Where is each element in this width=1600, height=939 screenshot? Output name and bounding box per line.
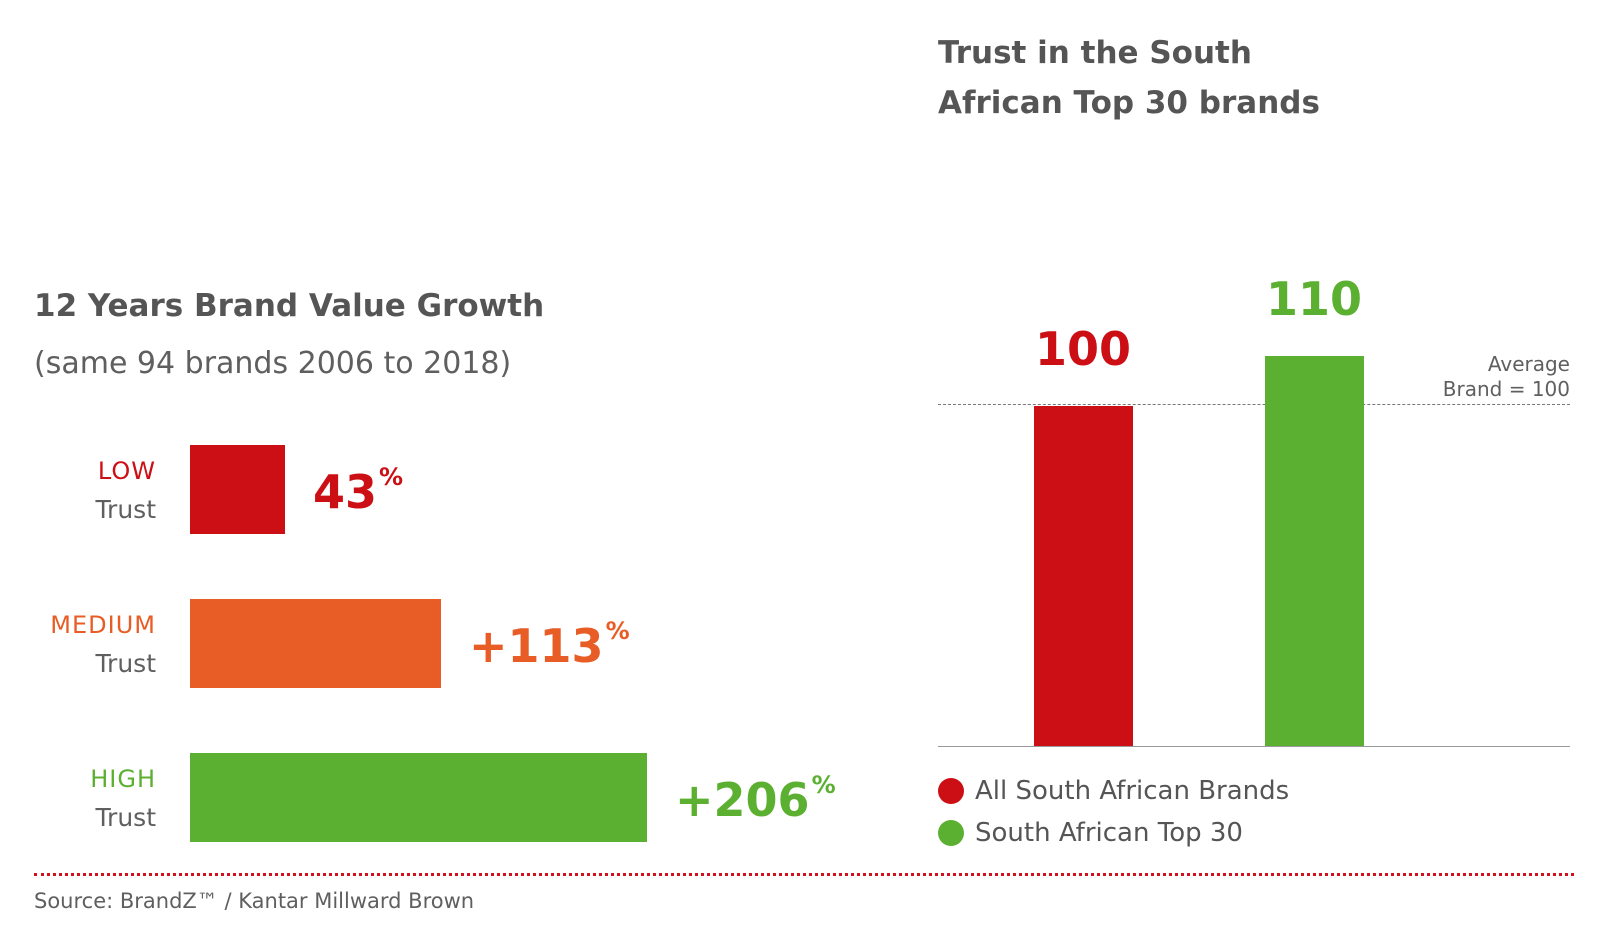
trust-word-label-medium: Trust: [95, 649, 156, 678]
legend-swatch-all-brands: [938, 778, 964, 804]
trust-word-label-low: Trust: [95, 495, 156, 524]
value-label-medium-trust: +113%: [469, 619, 630, 669]
legend-label-all-brands: All South African Brands: [975, 776, 1290, 806]
value-unit-low: %: [379, 463, 404, 491]
bar-top-30: [1265, 356, 1364, 746]
value-label-high-trust: +206%: [675, 773, 836, 823]
bar-high-trust: [190, 753, 647, 842]
reference-line-label: Average Brand = 100: [1443, 352, 1570, 402]
value-unit-high: %: [811, 771, 836, 799]
trust-level-label-high: HIGH: [90, 765, 156, 793]
value-number-low: 43: [313, 465, 378, 519]
value-number-high: +206: [675, 773, 810, 827]
legend-item-top-30: South African Top 30: [938, 818, 1243, 848]
bar-medium-trust: [190, 599, 441, 688]
value-number-medium: +113: [469, 619, 604, 673]
legend-item-all-brands: All South African Brands: [938, 776, 1289, 806]
average-reference-line: [938, 404, 1570, 405]
left-chart-subtitle: (same 94 brands 2006 to 2018): [34, 346, 512, 381]
source-note: Source: BrandZ™ / Kantar Millward Brown: [34, 889, 475, 913]
trust-level-label-low: LOW: [97, 457, 156, 485]
reference-label-line2: Brand = 100: [1442, 377, 1570, 401]
bar-all-brands: [1034, 406, 1133, 746]
left-chart-title: 12 Years Brand Value Growth: [34, 288, 545, 324]
value-label-all-brands: 100: [1034, 322, 1132, 376]
value-unit-medium: %: [605, 617, 630, 645]
legend-swatch-top-30: [938, 820, 964, 846]
value-label-top-30: 110: [1265, 272, 1363, 326]
right-chart-title: Trust in the South African Top 30 brands: [938, 35, 1320, 121]
trust-word-label-high: Trust: [95, 803, 156, 832]
bar-low-trust: [190, 445, 285, 534]
x-axis-baseline: [938, 746, 1570, 747]
footer-divider: [34, 873, 1574, 876]
value-label-low-trust: 43%: [313, 465, 403, 515]
trust-level-label-medium: MEDIUM: [50, 611, 156, 639]
legend-label-top-30: South African Top 30: [975, 818, 1243, 848]
reference-label-line1: Average: [1487, 352, 1570, 376]
